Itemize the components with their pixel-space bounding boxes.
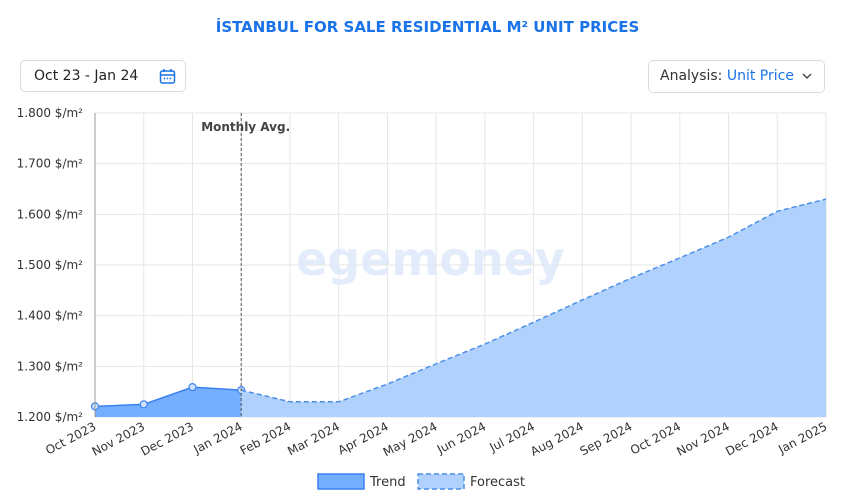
- x-tick-label: Jan 2024: [190, 419, 244, 457]
- x-tick-label: Mar 2024: [285, 419, 342, 458]
- area: [95, 387, 242, 417]
- y-tick-label: 1.400 $/m²: [17, 309, 84, 323]
- y-tick-label: 1.700 $/m²: [17, 157, 84, 171]
- point: [188, 383, 197, 392]
- x-tick-label: Dec 2024: [723, 419, 780, 458]
- legend-label: Trend: [369, 475, 406, 490]
- date-picker[interactable]: Oct 23 - Jan 24: [20, 60, 186, 92]
- x-tick-label: Nov 2023: [90, 419, 148, 458]
- y-tick-label: 1.600 $/m²: [17, 207, 84, 221]
- annotation: Monthly Avg.: [201, 120, 290, 134]
- legend-swatch: [317, 473, 365, 490]
- line: [94, 386, 242, 408]
- x-tick-label: Aug 2024: [528, 419, 586, 458]
- watermark: egemoney: [296, 232, 565, 286]
- x-tick-label: Nov 2024: [674, 419, 732, 458]
- y-tick-label: 1.500 $/m²: [17, 258, 84, 272]
- point: [139, 400, 148, 409]
- legend-label: Forecast: [470, 475, 525, 490]
- y-tick-label: 1.300 $/m²: [17, 359, 84, 373]
- y-tick-label: 1.800 $/m²: [17, 106, 84, 120]
- legend-swatch: [417, 473, 465, 490]
- x-tick-label: Sep 2024: [578, 419, 635, 458]
- line: [241, 198, 827, 403]
- x-tick-label: Jan 2025: [775, 419, 829, 457]
- analysis-value: Unit Price: [726, 68, 794, 84]
- page-title: İSTANBUL FOR SALE RESIDENTIAL M² UNIT PR…: [215, 18, 640, 36]
- x-tick-label: Oct 2024: [628, 419, 683, 457]
- y-tick-label: 1.200 $/m²: [17, 410, 84, 424]
- analysis-select[interactable]: Analysis: Unit Price: [648, 60, 825, 93]
- x-tick-label: May 2024: [381, 419, 440, 459]
- analysis-label: Analysis:: [660, 68, 723, 84]
- date-range: Oct 23 - Jan 24: [34, 68, 139, 84]
- chevron: [802, 73, 812, 79]
- x-tick-label: Jun 2024: [434, 419, 488, 457]
- x-tick-label: Oct 2023: [43, 419, 98, 457]
- x-tick-label: Dec 2023: [138, 419, 195, 458]
- calendar-icon: [159, 69, 176, 84]
- x-tick-label: Feb 2024: [238, 419, 294, 457]
- area: [241, 199, 826, 417]
